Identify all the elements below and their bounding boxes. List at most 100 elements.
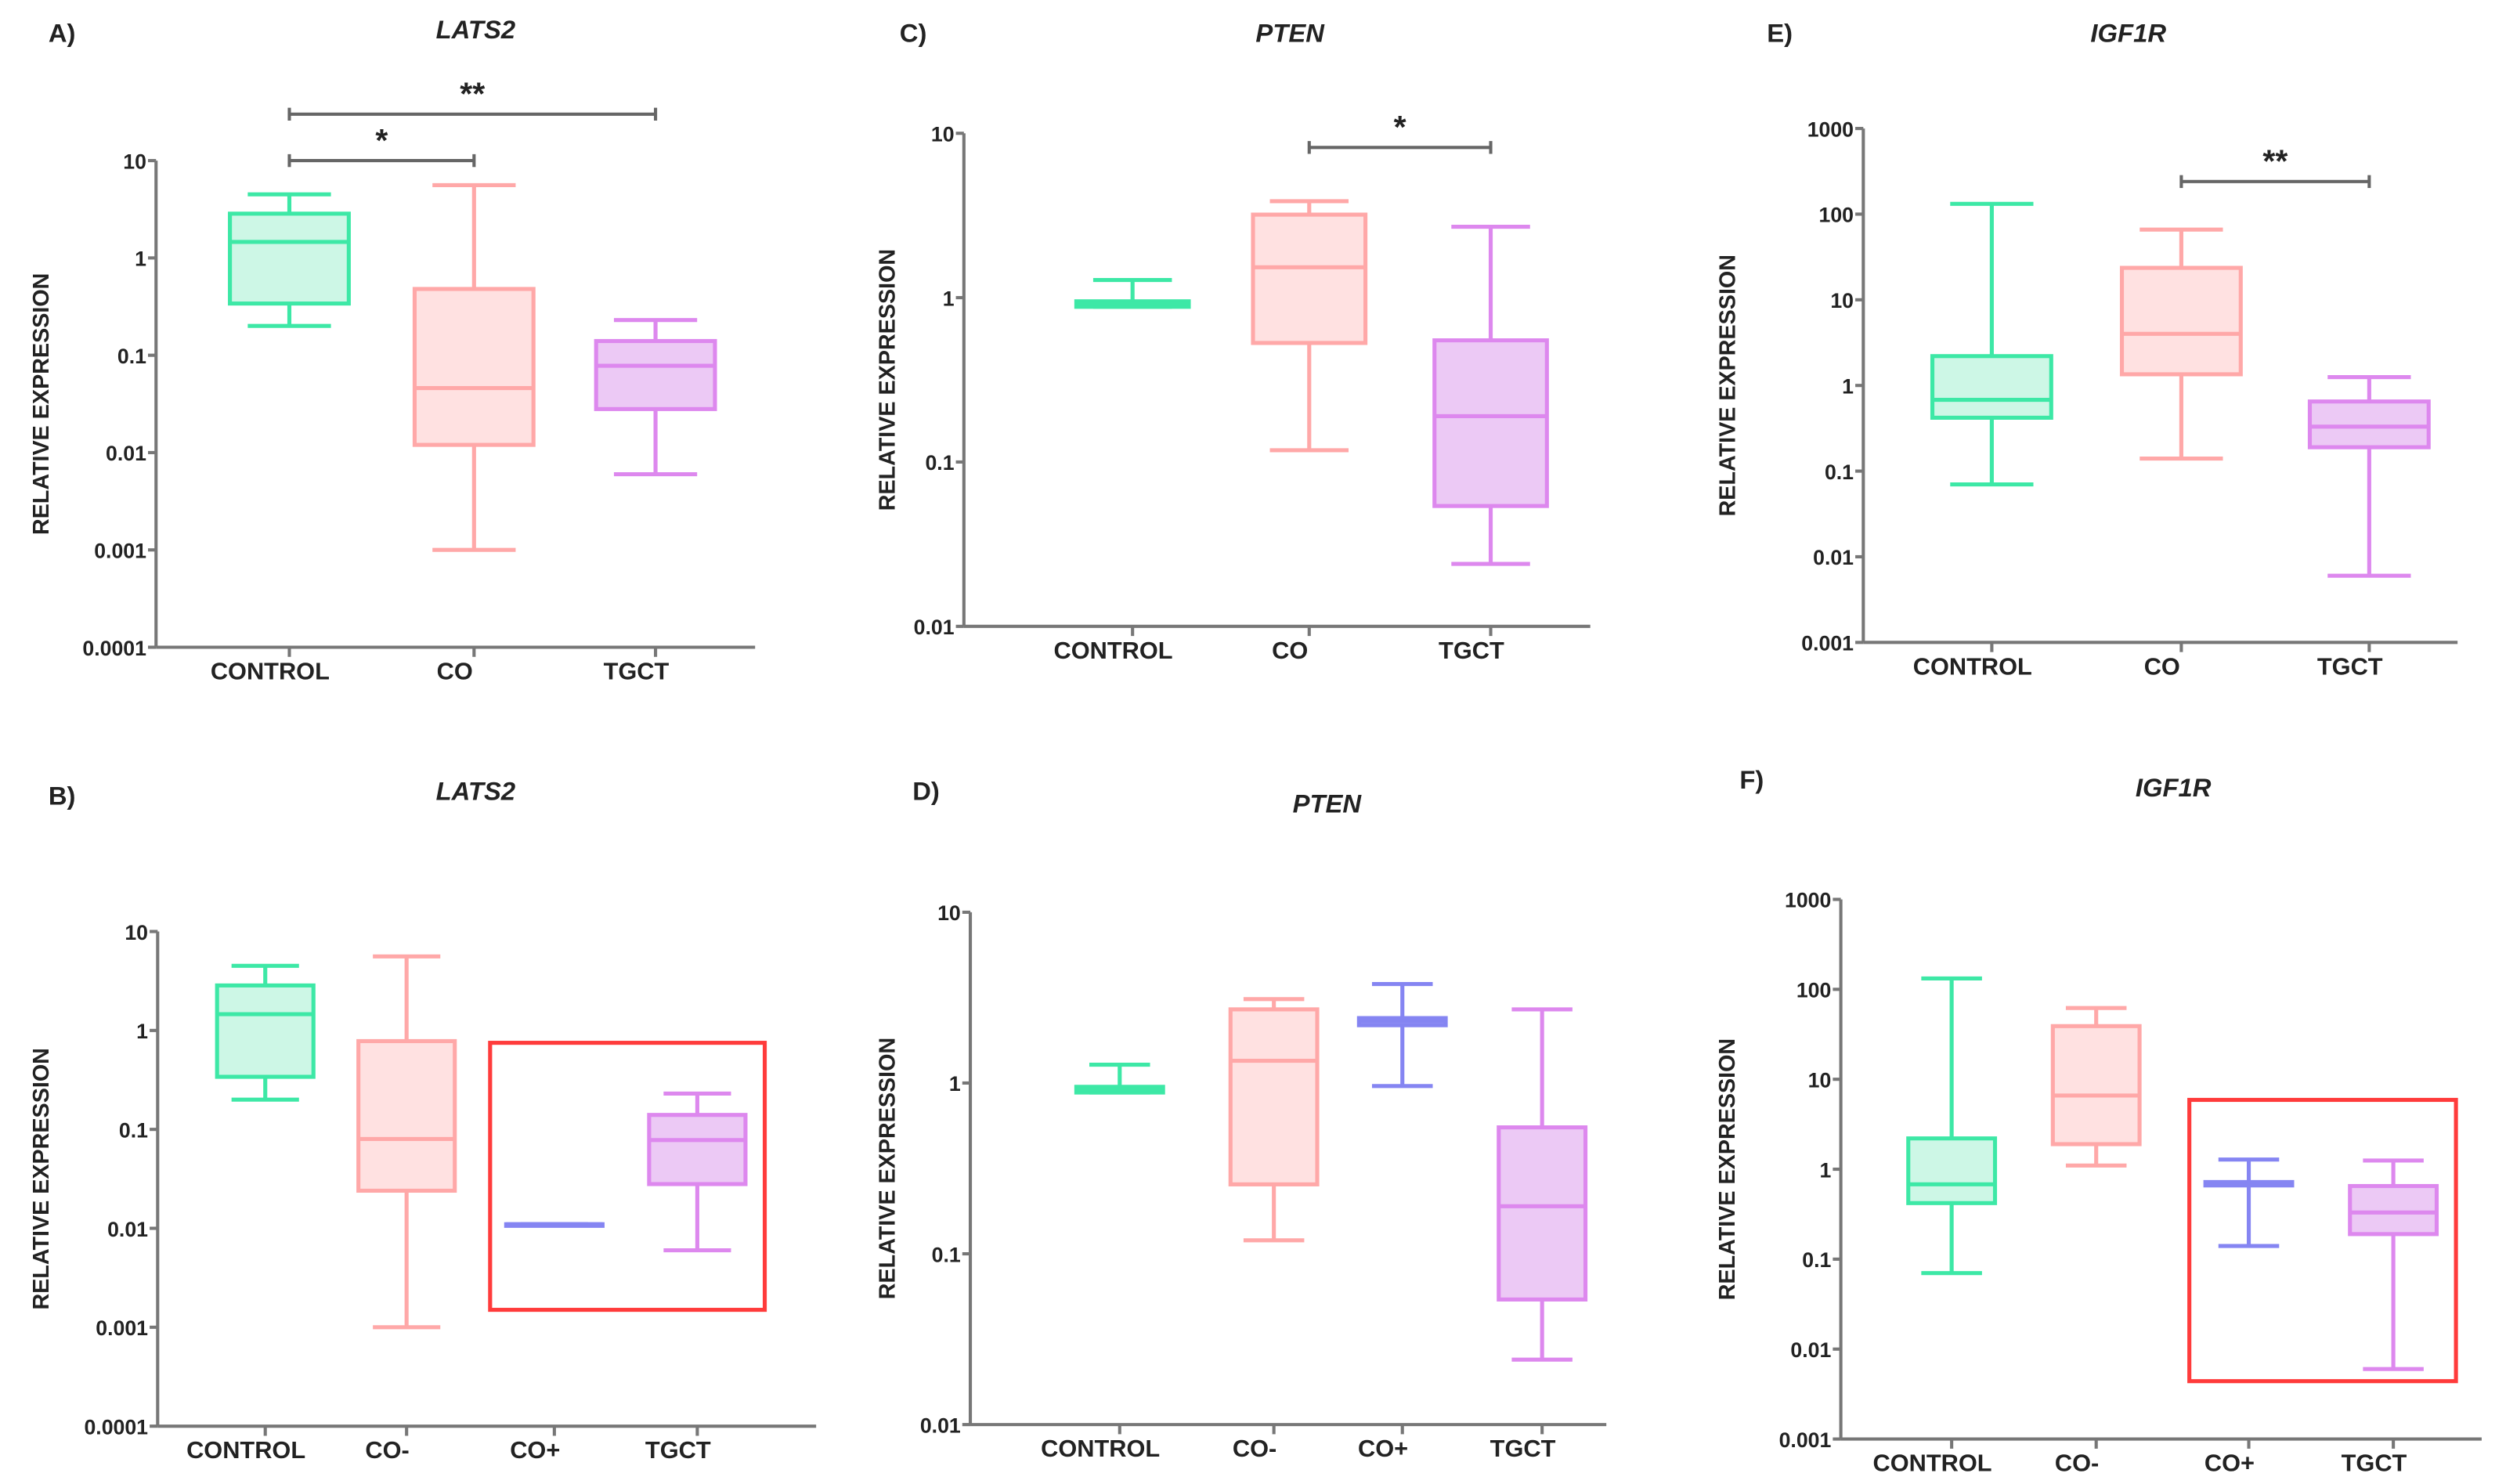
highlight-box: [2187, 1097, 2458, 1384]
box-control: CONTROL: [1041, 1063, 1165, 1462]
y-tick-label: 1: [1842, 374, 1854, 398]
y-axis-label: RELATIVE EXPRESSION: [876, 249, 901, 511]
significance-label: **: [460, 75, 485, 111]
panel-a: A) LATS2 RELATIVE EXPRESSION 0.0001 0.001 0.0…: [29, 15, 756, 685]
panel-b: B) LATS2 RELATIVE EXPRESSION 0.0001 0.001 0.0…: [29, 776, 817, 1464]
chart-title: IGF1R: [2090, 18, 2166, 47]
y-tick-label: 100: [1819, 204, 1854, 227]
box-iqr: [1228, 1007, 1320, 1186]
x-tick-label: CO: [437, 658, 473, 685]
box-coplus: CO+: [1356, 981, 1448, 1462]
y-tick-label: 0.001: [1801, 632, 1854, 655]
panel-label: D): [912, 776, 940, 805]
y-tick-label: 1: [949, 1072, 961, 1096]
y-tick-label: 100: [1796, 979, 1831, 1002]
significance-bracket: *: [287, 122, 476, 168]
box-iqr: [1432, 338, 1549, 508]
panel-label: F): [1739, 765, 1764, 794]
y-tick-label: 1: [1819, 1158, 1831, 1182]
chart-title: PTEN: [1293, 789, 1363, 818]
panel-label: C): [900, 18, 927, 47]
box-coplus: CO+: [504, 1222, 605, 1464]
box-tgct: TGCT: [1490, 1007, 1588, 1462]
x-tick-label: CO-: [365, 1436, 409, 1464]
chart-title: PTEN: [1255, 18, 1325, 47]
panel-d: D) PTEN RELATIVE EXPRESSION 0.01 0.1 1 10 CONTR…: [876, 776, 1607, 1462]
panel-label: B): [49, 781, 76, 810]
box-co: CO: [412, 182, 536, 685]
y-tick-label: 0.01: [920, 1414, 961, 1437]
x-tick-label: CO+: [510, 1436, 560, 1464]
y-tick-label: 0.001: [96, 1316, 148, 1340]
box-iqr: [2050, 1024, 2142, 1146]
y-tick-label: 0.0001: [84, 1415, 148, 1439]
box-cominus: CO-: [2050, 1006, 2142, 1477]
y-tick-label: 1: [136, 1020, 148, 1043]
x-tick-label: TGCT: [1439, 637, 1504, 664]
x-tick-label: TGCT: [1490, 1435, 1556, 1462]
y-tick-label: 0.001: [94, 539, 146, 562]
box-cominus: CO-: [356, 954, 457, 1464]
box-co: CO: [2119, 227, 2243, 680]
y-tick-label: 10: [1830, 289, 1854, 312]
x-tick-label: CONTROL: [1873, 1450, 1992, 1477]
y-tick-label: 0.1: [119, 1118, 148, 1142]
y-tick-label: 10: [937, 901, 961, 925]
y-tick-label: 0.0001: [82, 637, 146, 660]
x-tick-label: TGCT: [2342, 1450, 2407, 1477]
y-tick-label: 0.01: [914, 616, 955, 639]
y-axis-label: RELATIVE EXPRESSION: [29, 273, 54, 535]
panel-label: A): [49, 18, 76, 47]
y-axis-label: RELATIVE EXPRESSION: [1715, 255, 1740, 516]
box-tgct: TGCT: [594, 318, 717, 685]
x-tick-label: CO-: [1233, 1435, 1276, 1462]
y-tick-label: 1: [135, 247, 146, 271]
panel-f: F) IGF1R RELATIVE EXPRESSION 0.001 0.01 0.1 1 1…: [1715, 765, 2482, 1477]
y-tick-label: 0.1: [925, 451, 954, 475]
box-iqr: [1251, 212, 1368, 345]
y-tick-label: 1000: [1785, 889, 1831, 912]
box-tgct: TGCT: [645, 1091, 748, 1464]
box-tgct: TGCT: [1432, 224, 1549, 664]
significance-bracket: *: [1307, 109, 1493, 154]
y-axis-label: RELATIVE EXPRESSION: [29, 1048, 54, 1309]
y-tick-label: 10: [931, 122, 955, 146]
y-tick-label: 10: [125, 921, 148, 944]
box-cominus: CO-: [1228, 997, 1320, 1462]
y-tick-label: 0.01: [107, 1218, 148, 1241]
box-control: CONTROL: [186, 963, 316, 1464]
box-iqr: [356, 1038, 457, 1193]
box-iqr: [2348, 1183, 2439, 1237]
box-iqr: [1906, 1136, 1998, 1205]
x-tick-label: CO+: [1358, 1435, 1408, 1462]
y-tick-label: 10: [123, 150, 146, 173]
y-tick-label: 1: [943, 287, 955, 310]
significance-label: *: [1394, 109, 1406, 145]
x-tick-label: CONTROL: [1041, 1435, 1160, 1462]
y-tick-label: 10: [1808, 1068, 1832, 1092]
box-control: CONTROL: [1913, 201, 2053, 680]
y-tick-label: 0.01: [1813, 546, 1854, 569]
panel-e: E) IGF1R RELATIVE EXPRESSION 0.001 0.01 0.1 1 1…: [1715, 18, 2458, 680]
x-tick-label: TGCT: [645, 1436, 711, 1464]
y-tick-label: 0.01: [1790, 1338, 1831, 1362]
box-co: CO: [1251, 199, 1368, 664]
x-tick-label: CONTROL: [211, 658, 330, 685]
y-axis-label: RELATIVE EXPRESSION: [876, 1038, 901, 1299]
chart-title: IGF1R: [2136, 773, 2212, 802]
y-tick-label: 1000: [1807, 117, 1854, 141]
y-axis-label: RELATIVE EXPRESSION: [1715, 1038, 1740, 1300]
y-tick-label: 0.1: [1802, 1248, 1831, 1272]
box-iqr: [1497, 1125, 1588, 1302]
highlight-box: [488, 1041, 767, 1312]
box-iqr: [647, 1113, 748, 1186]
box-iqr: [228, 211, 351, 306]
chart-title: LATS2: [436, 776, 515, 805]
significance-label: **: [2262, 143, 2288, 179]
y-tick-label: 0.001: [1779, 1428, 1832, 1452]
x-tick-label: CONTROL: [1913, 652, 2032, 680]
box-iqr: [1930, 354, 2053, 420]
x-tick-label: CO-: [2055, 1450, 2099, 1477]
x-tick-label: TGCT: [604, 658, 670, 685]
